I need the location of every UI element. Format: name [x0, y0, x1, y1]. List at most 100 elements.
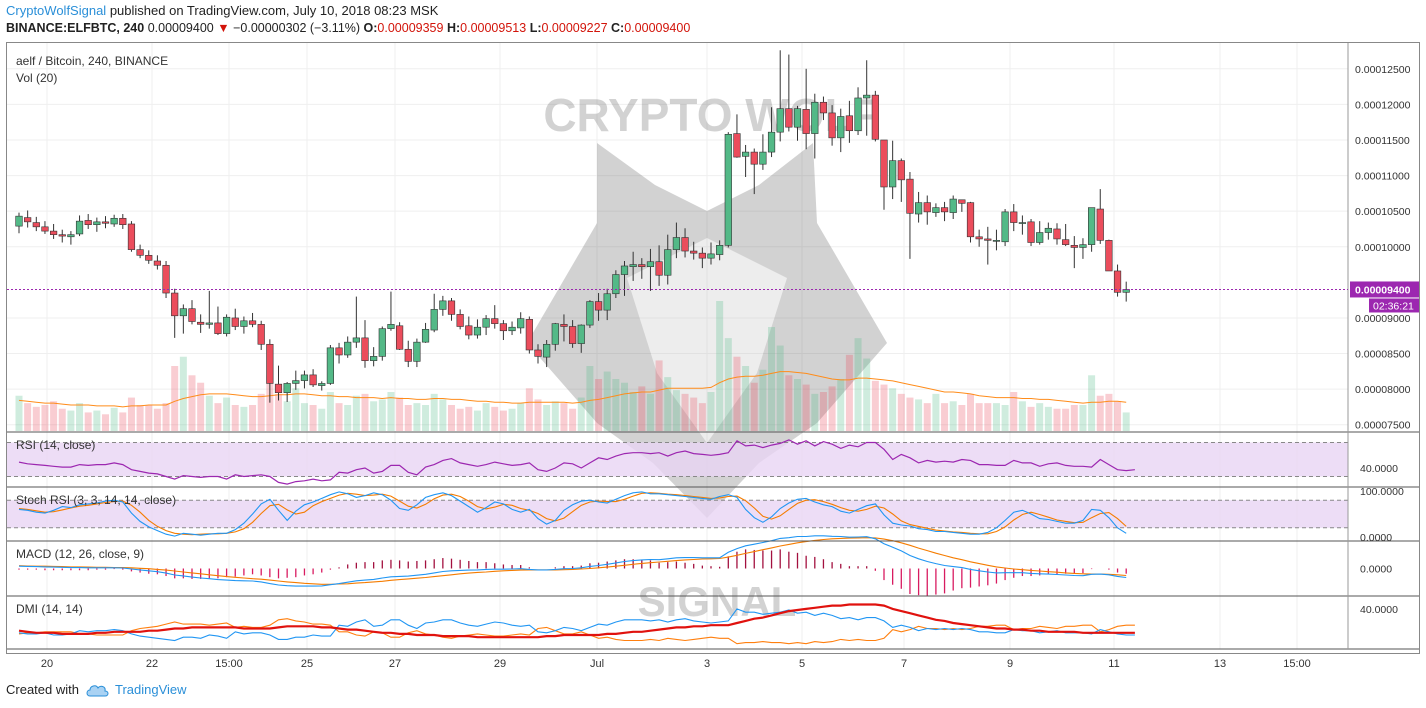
- candle-body: [1062, 239, 1070, 245]
- volume-bar: [482, 403, 490, 431]
- volume-bar: [1114, 401, 1122, 431]
- candle-body: [326, 347, 335, 384]
- rsi-line: [18, 439, 1135, 485]
- last-value: 0.00009400: [147, 21, 214, 35]
- volume-bar: [915, 399, 923, 431]
- footer: Created with TradingView: [6, 682, 187, 697]
- volume-bar: [240, 406, 248, 431]
- candle-body: [577, 324, 585, 344]
- x-tick-label: 29: [494, 658, 506, 670]
- volume-bar: [41, 405, 49, 431]
- candle-body: [110, 217, 118, 225]
- candle-body: [387, 324, 395, 329]
- volume-bar: [690, 397, 698, 431]
- volume-bar: [249, 405, 257, 431]
- candle-body: [819, 101, 828, 114]
- candle-body: [231, 317, 239, 327]
- candle-body: [620, 265, 629, 275]
- volume-bar: [197, 382, 205, 431]
- candle-body: [188, 308, 196, 322]
- price-tick-label: 0.00009000: [1355, 313, 1411, 325]
- volume-bar: [223, 397, 231, 431]
- volume-bar: [664, 377, 672, 431]
- publisher-line: CryptoWolfSignal published on TradingVie…: [6, 3, 438, 18]
- volume-bar: [897, 393, 905, 431]
- volume-bar: [309, 405, 317, 431]
- volume-bar: [179, 356, 187, 431]
- x-tick-label: 3: [704, 658, 710, 670]
- candle-body: [15, 215, 23, 227]
- volume-bar: [1062, 408, 1070, 431]
- candle-body: [119, 217, 127, 225]
- candle-body: [378, 328, 386, 357]
- candle-body: [949, 198, 957, 213]
- volume-bar: [1053, 408, 1061, 431]
- x-tick-label: Jul: [590, 658, 604, 670]
- candle-body: [568, 326, 577, 344]
- stoch-d-line: [18, 492, 1127, 536]
- volume-bar: [1070, 405, 1078, 431]
- volume-bar: [456, 408, 464, 431]
- candle-body: [223, 316, 231, 334]
- candle-body: [837, 116, 845, 139]
- volume-bar: [352, 395, 360, 431]
- volume-bar: [655, 360, 663, 431]
- candle-body: [759, 151, 767, 165]
- volume-bar: [984, 403, 992, 431]
- volume-bar: [171, 366, 179, 431]
- candle-body: [551, 323, 559, 345]
- candle-body: [508, 326, 516, 332]
- volume-bar: [595, 379, 603, 431]
- candle-body: [750, 151, 758, 165]
- candle-body: [41, 226, 49, 232]
- price-tick-label: 0.00010000: [1355, 242, 1411, 254]
- volume-bar: [949, 401, 957, 431]
- volume-bar: [396, 397, 404, 431]
- candle-body: [975, 236, 983, 240]
- stoch-band: [7, 500, 1348, 528]
- candle-body: [707, 253, 715, 259]
- down-arrow-icon: ▼: [217, 21, 230, 35]
- volume-bar: [1122, 412, 1130, 431]
- tradingview-cloud-icon: [86, 684, 109, 696]
- volume-bar: [15, 395, 23, 431]
- volume-bar: [525, 388, 533, 431]
- stoch-tick-label: 100.0000: [1360, 486, 1404, 498]
- candle-body: [465, 325, 473, 336]
- volume-bar: [1027, 406, 1035, 431]
- candle-body: [594, 301, 603, 311]
- volume-bar: [387, 392, 395, 431]
- volume-bar: [1001, 405, 1009, 431]
- chart-svg[interactable]: CRYPTO WOLF SIGNAL 0.000125000.000120000…: [7, 43, 1419, 673]
- author-link[interactable]: CryptoWolfSignal: [6, 3, 107, 18]
- candle-body: [612, 274, 620, 295]
- tradingview-link[interactable]: TradingView: [85, 682, 187, 697]
- stoch-k-line: [18, 491, 1127, 537]
- candle-body: [1079, 244, 1087, 248]
- close-label: C:: [611, 21, 625, 35]
- volume-bar: [992, 403, 1000, 431]
- chart-frame[interactable]: CRYPTO WOLF SIGNAL 0.00012500 0.00012000 0…: [6, 42, 1420, 670]
- watermark-bottom: SIGNAL: [638, 578, 797, 625]
- volume-bar: [465, 406, 473, 431]
- candle-body: [370, 356, 378, 361]
- candle-body: [1018, 222, 1026, 224]
- candle-body: [197, 321, 205, 325]
- candle-body: [733, 133, 741, 158]
- macd-title: MACD (12, 26, close, 9): [16, 547, 144, 561]
- volume-bar: [716, 301, 724, 431]
- volume-bar: [205, 395, 213, 431]
- volume-bar: [404, 405, 412, 431]
- candle-body: [257, 324, 265, 345]
- candle-body: [854, 97, 862, 132]
- candle-body: [785, 108, 793, 128]
- volume-bar: [1010, 392, 1018, 431]
- candle-body: [1001, 211, 1009, 243]
- volume-bar: [257, 393, 265, 431]
- volume-bar: [837, 379, 845, 431]
- high-value: 0.00009513: [460, 21, 527, 35]
- candle-body: [741, 151, 750, 157]
- candle-body: [473, 326, 482, 336]
- candle-body: [811, 101, 819, 134]
- volume-bar: [621, 382, 628, 431]
